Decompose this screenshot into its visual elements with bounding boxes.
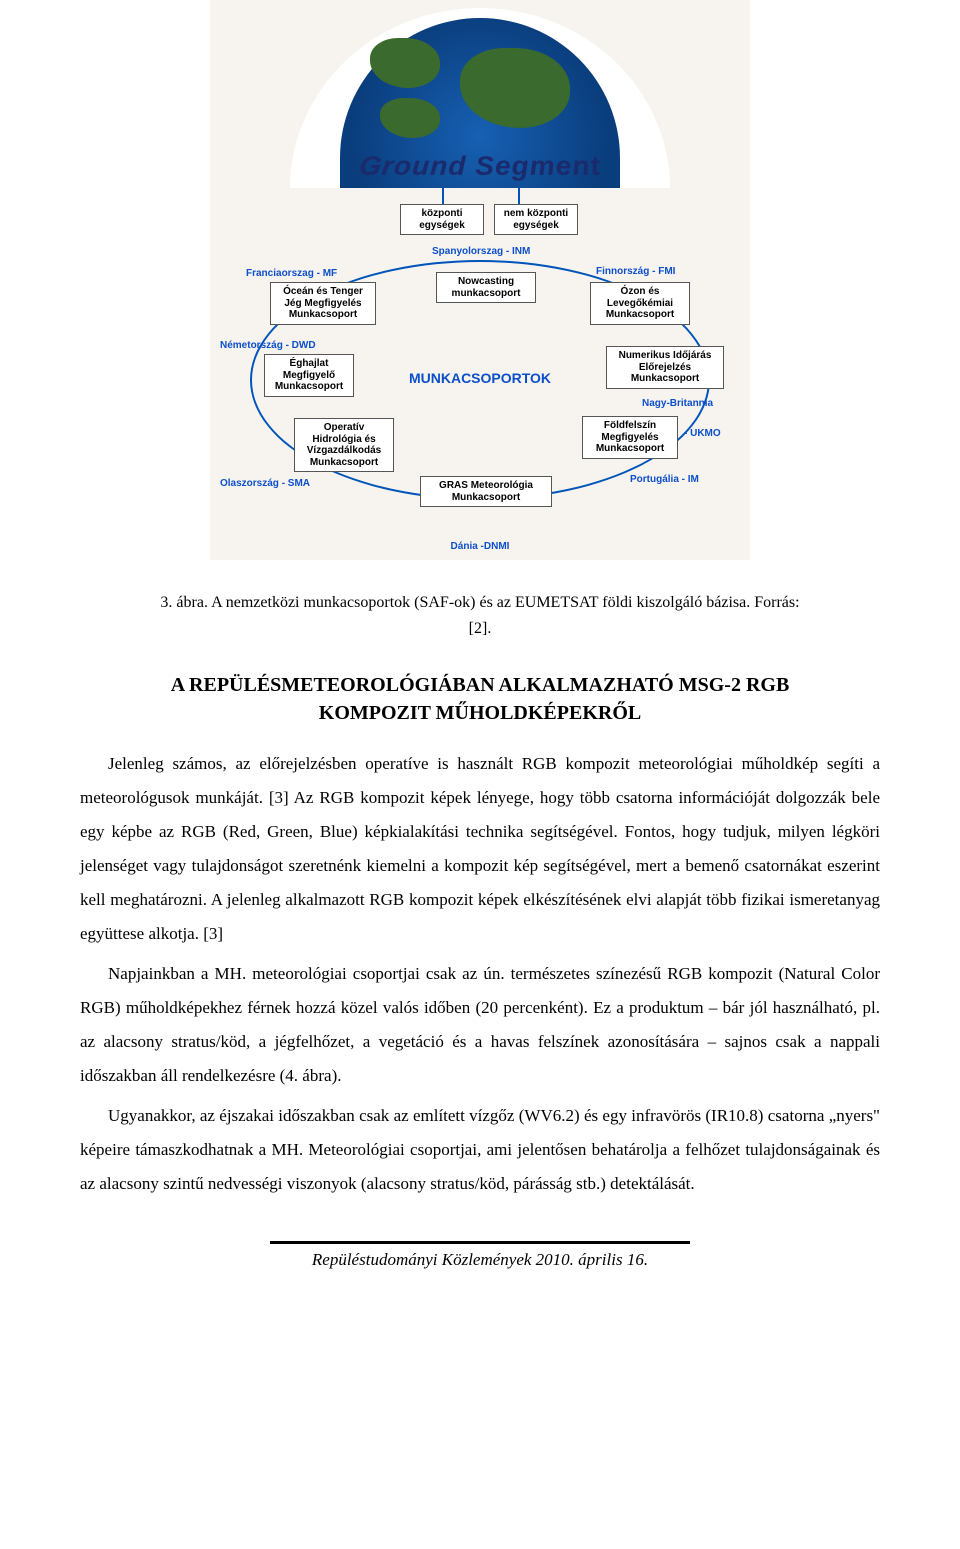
country-finland: Finnország - FMI: [596, 266, 675, 277]
box-kozponti-egysegek: központiegységek: [400, 204, 484, 235]
heading-line-1: A REPÜLÉSMETEOROLÓGIÁBAN ALKALMAZHATÓ MS…: [171, 674, 790, 696]
paragraph-2: Napjainkban a MH. meteorológiai csoportj…: [80, 957, 880, 1093]
box-nem-kozponti-egysegek: nem központiegységek: [494, 204, 578, 235]
box-eghajlat: ÉghajlatMegfigyelőMunkacsoport: [264, 354, 354, 397]
country-france: Franciaorszag - MF: [246, 268, 337, 279]
country-germany: Németország - DWD: [220, 340, 316, 351]
figure-caption: 3. ábra. A nemzetközi munkacsoportok (SA…: [80, 590, 880, 641]
paragraph-1: Jelenleg számos, az előrejelzésben opera…: [80, 747, 880, 951]
caption-line-1: 3. ábra. A nemzetközi munkacsoportok (SA…: [160, 594, 799, 611]
globe-graphic: Ground Segment: [290, 8, 670, 188]
country-uk: Nagy-Britannia: [642, 398, 713, 409]
figure-3: Ground Segment központiegységek nem közp…: [210, 0, 750, 560]
box-ocean: Óceán és TengerJég MegfigyelésMunkacsopo…: [270, 282, 376, 325]
box-gras: GRAS MeteorológiaMunkacsoport: [420, 476, 552, 507]
country-spain: Spanyolorszag - INM: [432, 246, 530, 257]
box-nowcasting: Nowcastingmunkacsoport: [436, 272, 536, 303]
globe-label: Ground Segment: [290, 151, 670, 182]
heading-line-2: KOMPOZIT MŰHOLDKÉPEKRŐL: [319, 702, 641, 724]
ring-center-label: MUNKACSOPORTOK: [403, 370, 557, 386]
box-hidrologia: OperatívHidrológia ésVízgazdálkodásMunka…: [294, 418, 394, 472]
ground-segment-diagram: Ground Segment központiegységek nem közp…: [210, 0, 750, 560]
country-ukmo: - UKMO: [684, 428, 721, 439]
country-denmark: Dánia -DNMI: [451, 541, 510, 552]
footer-text: Repüléstudományi Közlemények 2010. ápril…: [80, 1250, 880, 1270]
section-heading: A REPÜLÉSMETEOROLÓGIÁBAN ALKALMAZHATÓ MS…: [80, 671, 880, 727]
page-container: Ground Segment központiegységek nem közp…: [0, 0, 960, 1310]
paragraph-3: Ugyanakkor, az éjszakai időszakban csak …: [80, 1099, 880, 1201]
box-foldfelszin: FöldfelszínMegfigyelésMunkacsoport: [582, 416, 678, 459]
box-numerikus: Numerikus IdőjárásElőrejelzésMunkacsopor…: [606, 346, 724, 389]
country-portugal: Portugália - IM: [630, 474, 699, 485]
country-italy: Olaszország - SMA: [220, 478, 310, 489]
caption-line-2: [2].: [469, 620, 492, 637]
footer-rule: [270, 1241, 690, 1244]
box-ozon: Ózon ésLevegőkémiaiMunkacsoport: [590, 282, 690, 325]
